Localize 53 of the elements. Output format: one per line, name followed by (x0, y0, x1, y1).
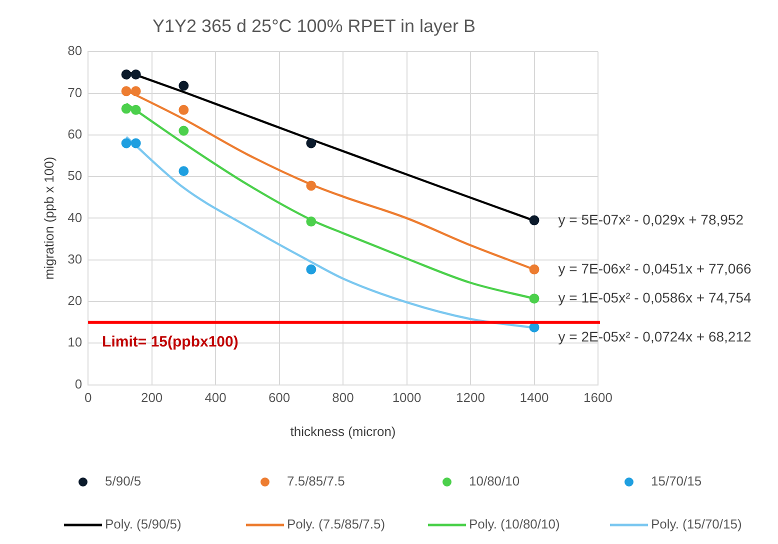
point (306, 180, 316, 191)
x-tick-label: 1400 (520, 390, 549, 406)
point (306, 138, 316, 148)
point (178, 80, 189, 91)
x-tick-label: 1000 (392, 390, 422, 406)
point (121, 86, 132, 96)
point (130, 86, 141, 96)
legend-label: 10/80/10 (469, 474, 520, 489)
point (529, 264, 540, 274)
legend-label: 15/70/15 (651, 474, 702, 489)
y-tick-label: 70 (68, 84, 82, 100)
y-axis-title: migration (ppb x 100) (41, 156, 56, 280)
point (121, 104, 132, 114)
annotation: y = 7E-06x² - 0,0451x + 77,066 (558, 260, 752, 276)
point (306, 264, 316, 274)
point (121, 138, 132, 148)
point (130, 104, 141, 115)
x-tick-label: 1600 (584, 390, 612, 406)
point (178, 126, 189, 136)
y-tick-label: 60 (68, 126, 82, 142)
x-tick-label: 1200 (456, 390, 485, 406)
annotation: y = 2E-05x² - 0,0724x + 68,212 (558, 328, 752, 345)
x-tick-label: 600 (268, 390, 290, 406)
y-tick-label: 40 (68, 210, 82, 225)
legend-label: Poly. (15/70/15) (651, 516, 742, 532)
x-tick-label: 800 (332, 390, 354, 406)
ref-line-label: Limit= 15(ppbx100) (102, 333, 238, 350)
point (178, 104, 189, 115)
point (121, 70, 132, 80)
y-tick-label: 30 (68, 251, 82, 266)
y-tick-label: 0 (74, 376, 82, 392)
x-tick-label: 400 (204, 390, 226, 406)
legend-label: Poly. (5/90/5) (105, 516, 182, 532)
annotation: y = 5E-07x² - 0,029x + 78,952 (558, 212, 744, 228)
legend-label: Poly. (10/80/10) (469, 516, 560, 532)
point (130, 70, 141, 80)
y-tick-label: 50 (68, 168, 82, 184)
legend-label: Poly. (7.5/85/7.5) (287, 516, 386, 532)
x-tick-label: 200 (140, 390, 163, 406)
x-tick-label: 0 (84, 390, 92, 406)
legend-label: 7.5/85/7.5 (287, 474, 345, 489)
point (178, 166, 189, 176)
annotation: y = 1E-05x² - 0,0586x + 74,754 (558, 289, 752, 306)
chart-title: Y1Y2 365 d 25°C 100% RPET in layer B (152, 16, 476, 36)
point (529, 215, 540, 226)
point (529, 294, 540, 304)
point (306, 216, 316, 227)
x-axis-title: thickness (micron) (290, 424, 396, 439)
y-tick-label: 10 (68, 334, 82, 350)
point (130, 138, 141, 148)
y-tick-label: 80 (68, 43, 82, 58)
y-tick-label: 20 (68, 293, 82, 308)
legend-label: 5/90/5 (105, 474, 142, 489)
